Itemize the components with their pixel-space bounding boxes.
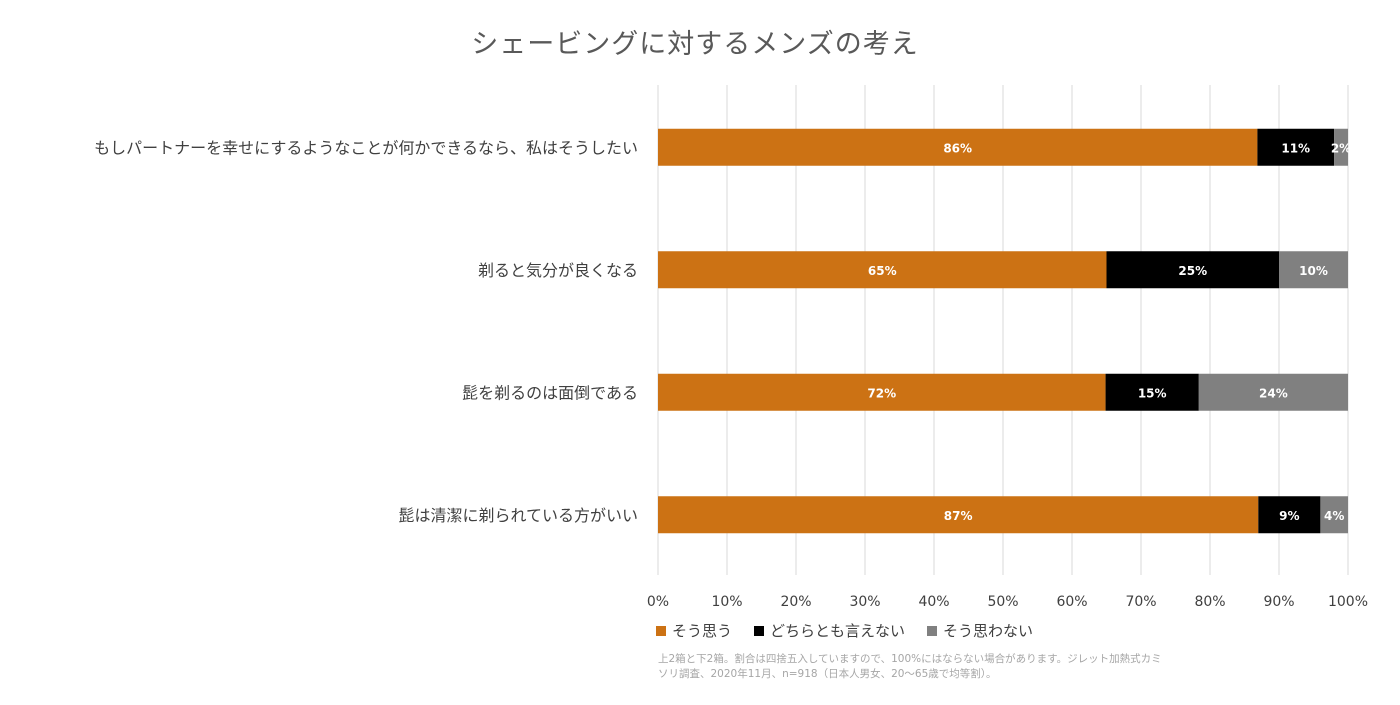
x-tick-label: 30% <box>849 594 880 610</box>
legend-item: どちらとも言えない <box>754 620 905 641</box>
x-tick-label: 20% <box>780 594 811 610</box>
data-label: 25% <box>1178 264 1207 278</box>
data-label: 15% <box>1138 386 1167 400</box>
data-label: 2% <box>1331 141 1351 155</box>
legend-item: そう思う <box>656 620 732 641</box>
x-tick-label: 0% <box>647 594 669 610</box>
bar-segment <box>1105 373 1199 411</box>
bar-segment <box>658 251 1107 289</box>
legend-swatch <box>656 625 666 636</box>
x-tick-label: 100% <box>1328 594 1368 610</box>
data-label: 24% <box>1259 386 1288 400</box>
bar-segment <box>1258 496 1321 534</box>
category-label: 剃ると気分が良くなる <box>478 261 638 280</box>
legend: そう思う どちらとも言えない そう思わない <box>656 620 1033 641</box>
category-label: もしパートナーを幸せにするようなことが何かできるなら、私はそうしたい <box>94 138 638 157</box>
data-label: 86% <box>943 141 972 155</box>
category-label: 髭は清潔に剃られている方がいい <box>398 506 638 525</box>
data-label: 87% <box>944 509 973 523</box>
legend-item: そう思わない <box>927 620 1033 641</box>
bar-segment <box>658 496 1259 534</box>
data-label: 65% <box>868 264 897 278</box>
x-tick-label: 50% <box>987 594 1018 610</box>
x-tick-label: 40% <box>918 594 949 610</box>
chart-title: シェービングに対するメンズの考え <box>471 29 919 60</box>
footnote: 上2箱と下2箱。割合は四捨五入していますので、100%にはならない場合があります… <box>658 653 1162 680</box>
legend-swatch <box>927 625 938 636</box>
bar-segment <box>1320 496 1348 534</box>
data-label: 72% <box>867 386 896 400</box>
bar-segment <box>1106 251 1279 289</box>
bar-segment <box>658 128 1258 166</box>
bar-segment <box>1257 128 1335 166</box>
legend-label: そう思う <box>672 622 733 640</box>
category-label: 髭を剃るのは面倒である <box>462 383 638 402</box>
legend-swatch <box>754 625 765 636</box>
bar-segment <box>1279 251 1348 289</box>
data-label: 9% <box>1279 509 1299 523</box>
bar-segment <box>1334 128 1348 166</box>
bar-segment <box>1198 373 1348 411</box>
bar-segment <box>658 373 1106 411</box>
x-tick-label: 80% <box>1194 594 1225 610</box>
x-tick-label: 90% <box>1263 594 1294 610</box>
x-tick-label: 60% <box>1056 594 1087 610</box>
data-label: 10% <box>1299 264 1328 278</box>
legend-label: そう思わない <box>943 622 1034 640</box>
x-tick-label: 10% <box>711 594 742 610</box>
x-tick-label: 70% <box>1125 594 1156 610</box>
data-label: 11% <box>1281 141 1310 155</box>
data-label: 4% <box>1324 509 1344 523</box>
legend-label: どちらとも言えない <box>770 622 906 640</box>
